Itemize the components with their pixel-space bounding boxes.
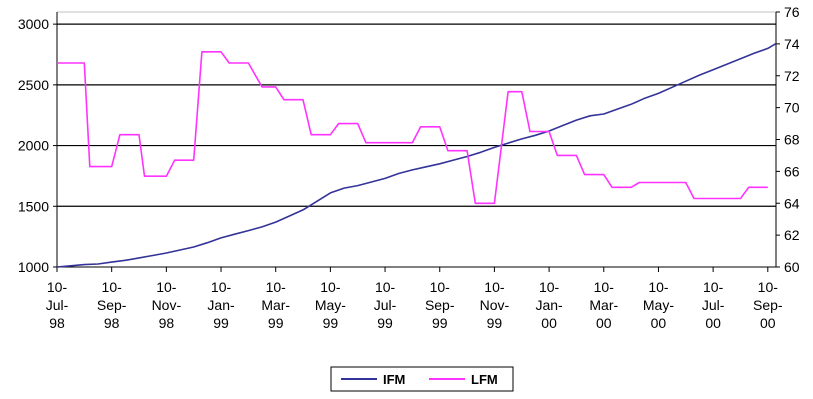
x-tick-label: Sep- [753, 297, 783, 313]
x-tick-label: 10- [648, 279, 669, 295]
x-tick-label: Mar- [261, 297, 290, 313]
x-tick-label: 10- [484, 279, 505, 295]
x-tick-label: 10- [266, 279, 287, 295]
x-tick-label: 98 [104, 315, 120, 331]
x-tick-label: Jan- [535, 297, 563, 313]
x-tick-label: 10- [156, 279, 177, 295]
x-tick-label: Jan- [207, 297, 235, 313]
left-y-tick-label: 3000 [18, 16, 49, 32]
right-y-tick-label: 72 [784, 68, 800, 84]
gridlines [57, 11, 776, 207]
plot-area-background [57, 12, 776, 267]
left-y-tick-label: 2000 [18, 138, 49, 154]
x-tick-label: 99 [268, 315, 284, 331]
x-tick-label: 99 [213, 315, 229, 331]
x-tick-label: 10- [539, 279, 560, 295]
x-tick-label: Jul- [702, 297, 725, 313]
right-y-tick-label: 74 [784, 36, 800, 52]
right-y-tick-label: 64 [784, 195, 800, 211]
series-line-lfm [57, 50, 768, 205]
right-y-tick-label: 60 [784, 259, 800, 275]
x-tick-label: 99 [377, 315, 393, 331]
x-tick-label: Sep- [425, 297, 455, 313]
x-tick-label: 00 [651, 315, 667, 331]
left-y-tick-label: 1500 [18, 198, 49, 214]
right-y-axis-tick-labels: 60 62 64 66 68 70 72 74 76 [784, 4, 800, 275]
x-tick-label: Nov- [152, 297, 182, 313]
x-tick-label: Nov- [480, 297, 510, 313]
series-lines [56, 42, 777, 268]
x-tick-label: 10- [211, 279, 232, 295]
series-line-ifm [56, 42, 777, 268]
x-tick-label: Sep- [97, 297, 127, 313]
x-tick-label: 10- [703, 279, 724, 295]
right-y-tick-label: 62 [784, 227, 800, 243]
x-tick-label: May- [315, 297, 346, 313]
x-tick-label: 10- [320, 279, 341, 295]
right-y-tick-label: 76 [784, 4, 800, 20]
legend: IFM LFM [330, 366, 514, 392]
x-tick-label: 00 [541, 315, 557, 331]
x-tick-label: 98 [49, 315, 65, 331]
x-tick-label: Jul- [46, 297, 69, 313]
x-tick-label: 10- [430, 279, 451, 295]
legend-label-lfm: LFM [471, 372, 498, 387]
left-y-tick-label: 2500 [18, 77, 49, 93]
x-tick-label: 10- [47, 279, 68, 295]
x-tick-label: 99 [487, 315, 503, 331]
right-y-tick-label: 68 [784, 132, 800, 148]
x-tick-label: Mar- [589, 297, 618, 313]
x-tick-label: May- [643, 297, 674, 313]
right-y-tick-label: 70 [784, 100, 800, 116]
x-tick-label: 00 [596, 315, 612, 331]
legend-label-ifm: IFM [383, 372, 405, 387]
x-tick-label: 10- [758, 279, 779, 295]
left-y-tick-label: 1000 [18, 259, 49, 275]
x-axis-tick-labels: 10- Jul- 98 10- Sep- 98 10- Nov- 98 10- Jan- 99 10- M… [46, 279, 783, 331]
x-tick-label: 10- [102, 279, 123, 295]
x-tick-label: 10- [594, 279, 615, 295]
left-y-axis-tick-labels: 1000 1500 2000 2500 3000 [18, 16, 49, 275]
x-tick-label: Jul- [374, 297, 397, 313]
x-tick-label: 00 [760, 315, 776, 331]
x-tick-label: 10- [375, 279, 396, 295]
right-y-tick-label: 66 [784, 163, 800, 179]
axes [53, 11, 780, 272]
x-tick-label: 99 [432, 315, 448, 331]
x-tick-label: 98 [159, 315, 175, 331]
x-tick-label: 00 [705, 315, 721, 331]
x-tick-label: 99 [323, 315, 339, 331]
